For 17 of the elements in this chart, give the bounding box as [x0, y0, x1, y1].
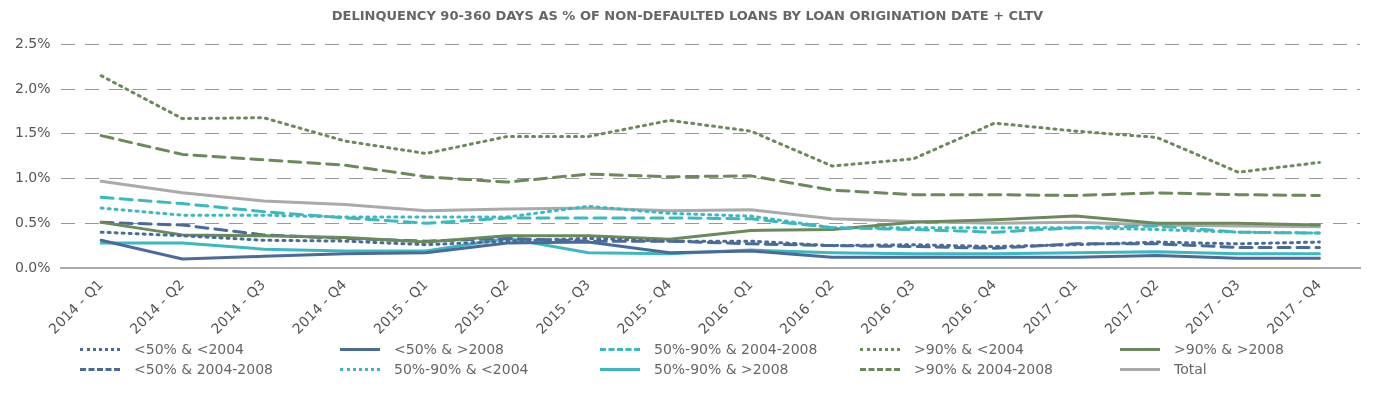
legend-label: <50% & 2004-2008: [134, 361, 273, 377]
legend-label: <50% & <2004: [134, 341, 245, 357]
legend-label: 50%-90% & 2004-2008: [654, 341, 818, 357]
y-tick-label: 0.5%: [14, 213, 51, 230]
y-tick-label: 1.0%: [14, 169, 51, 186]
legend-label: >90% & <2004: [914, 341, 1025, 357]
legend-label: >90% & >2008: [1174, 341, 1285, 357]
legend-label: 50%-90% & >2008: [654, 361, 789, 377]
y-tick-label: 2.0%: [14, 79, 51, 96]
chart-title: DELINQUENCY 90-360 DAYS AS % OF NON-DEFAULTED LOANS BY LOAN ORIGINATION DATE + CLTV: [330, 8, 1045, 25]
legend-label: >90% & 2004-2008: [914, 361, 1053, 377]
y-tick-label: 0.0%: [14, 258, 51, 275]
y-tick-label: 2.5%: [14, 35, 51, 52]
legend-label: Total: [1174, 361, 1207, 377]
legend-label: 50%-90% & <2004: [394, 361, 529, 377]
y-tick-label: 1.5%: [14, 124, 51, 141]
legend-label: <50% & >2008: [394, 341, 505, 357]
